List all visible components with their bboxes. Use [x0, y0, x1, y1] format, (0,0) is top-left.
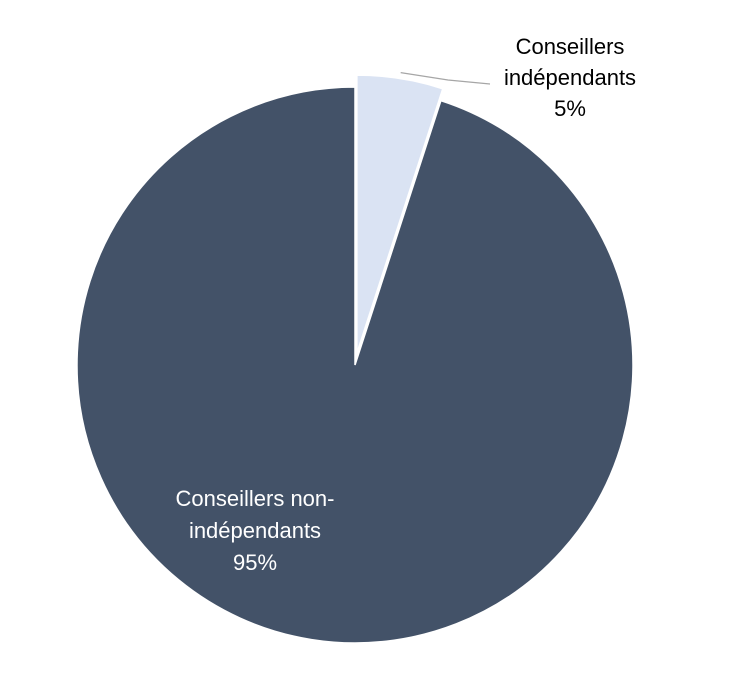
slice-label-independants-line2: indépendants — [504, 65, 636, 90]
slice-label-independants-line1: Conseillers — [516, 34, 625, 59]
leader-line-independants — [400, 72, 491, 85]
slice-label-independants-percent: 5% — [554, 96, 586, 121]
slice-label-non-independants-line1: Conseillers non- — [176, 486, 335, 511]
slice-label-independants: Conseillers indépendants 5% — [504, 34, 636, 121]
pie-slices — [76, 74, 634, 644]
pie-slice-independants — [356, 74, 444, 354]
slice-label-non-independants-line2: indépendants — [189, 518, 321, 543]
slice-label-non-independants-percent: 95% — [233, 550, 277, 575]
leader-lines — [400, 72, 491, 85]
pie-slice-non-independants — [76, 86, 634, 644]
slice-label-non-independants: Conseillers non- indépendants 95% — [176, 486, 335, 575]
